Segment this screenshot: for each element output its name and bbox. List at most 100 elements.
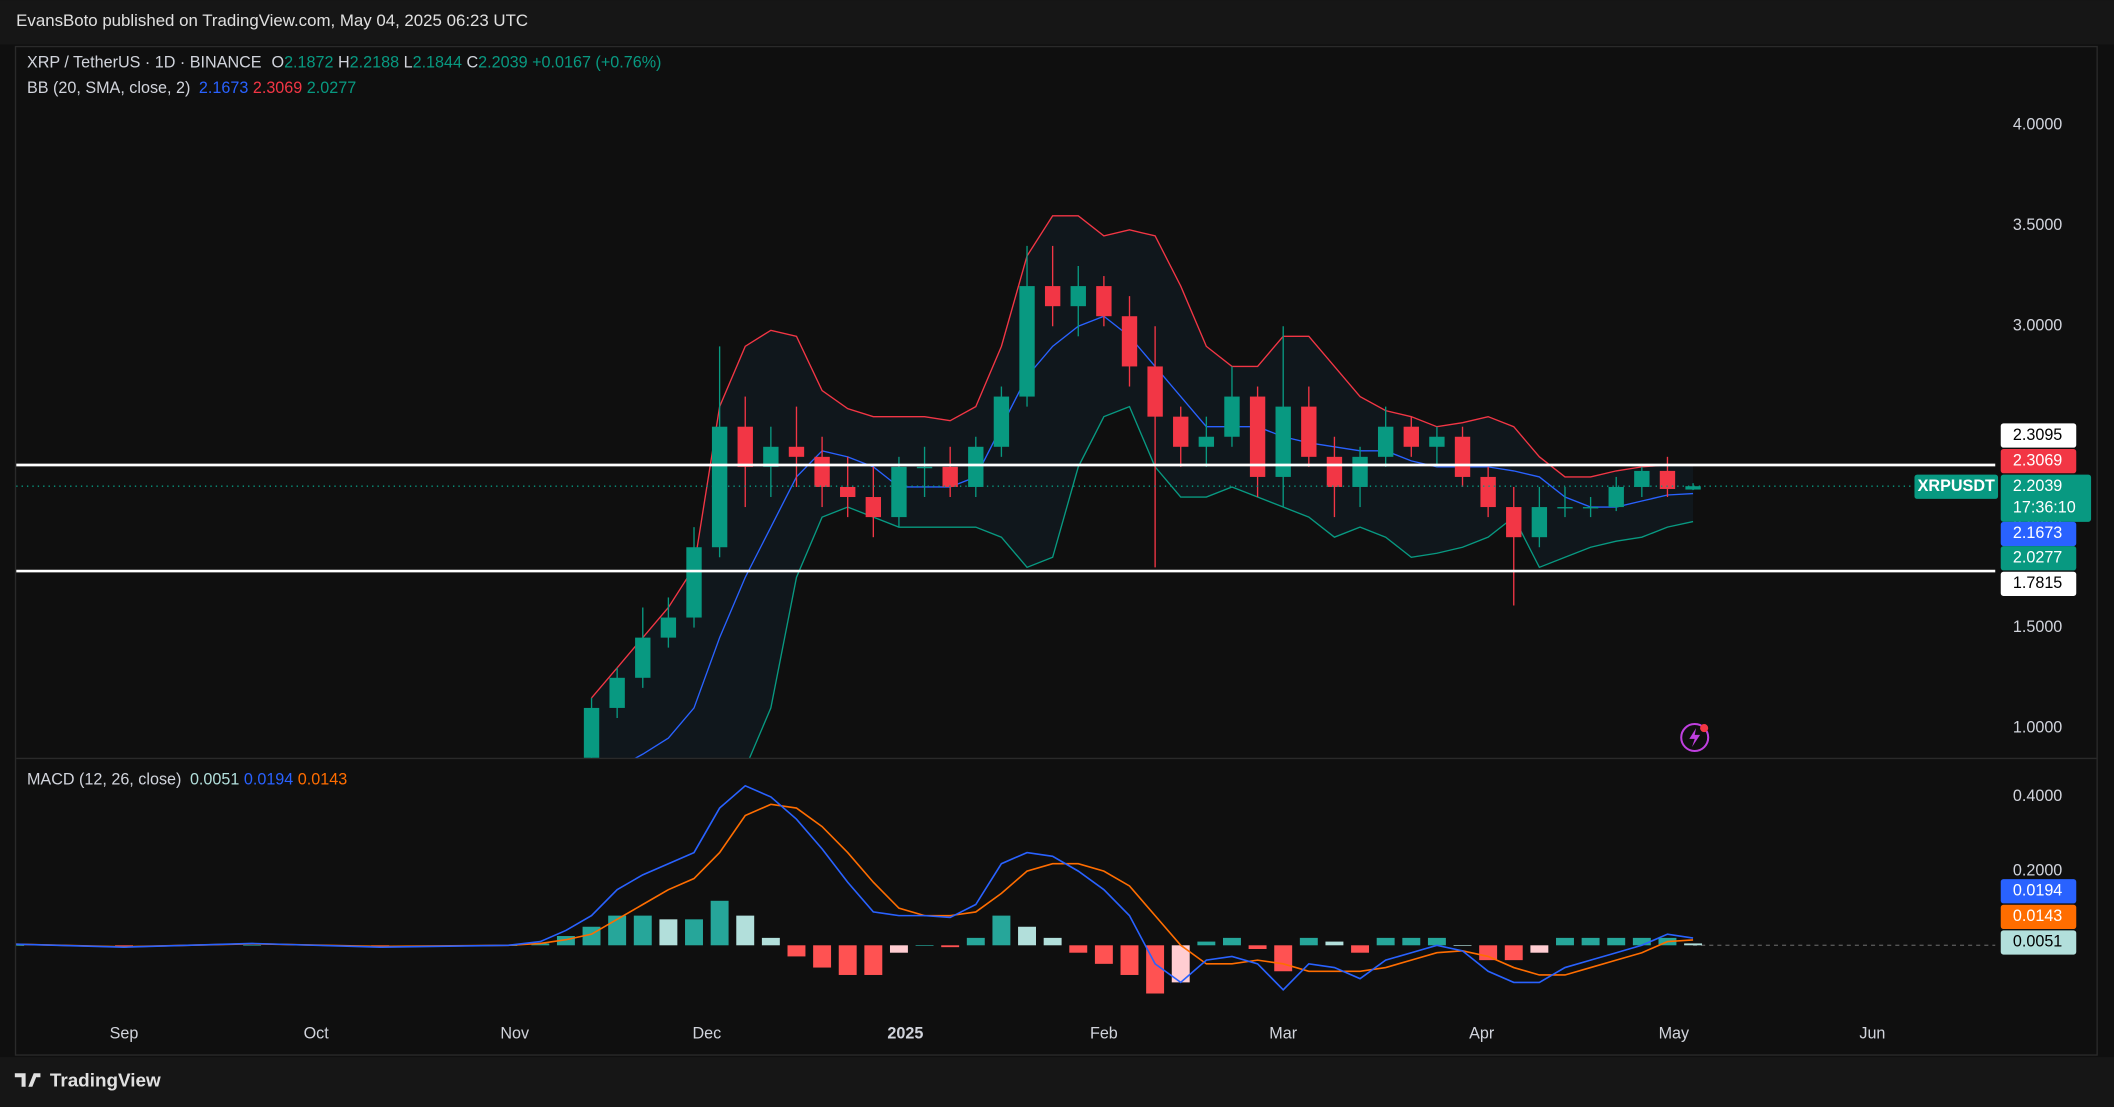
candle-body [1531, 507, 1548, 538]
y-tick-label: 4.0000 [2013, 116, 2062, 134]
x-tick-label: May [1659, 1024, 1690, 1042]
candle-body [1506, 507, 1522, 538]
middle-label: 2.1673 [2013, 524, 2062, 542]
bb-title: BB (20, SMA, close, 2) [27, 79, 190, 97]
level-label-bg [2000, 423, 2077, 448]
histogram-bar [608, 915, 627, 946]
candle-body [1249, 396, 1266, 477]
histogram-bar [1274, 945, 1293, 972]
candle-body [1301, 406, 1317, 457]
price-change: +0.0167 (+0.76%) [532, 54, 661, 72]
histogram-bar [1581, 937, 1600, 946]
histogram-bar [1607, 937, 1626, 946]
y-tick-label: 0.4000 [2013, 787, 2062, 805]
level-label: 2.3095 [2013, 426, 2062, 444]
histogram-bar [1684, 943, 1703, 946]
histogram-bar [736, 915, 755, 946]
histogram-bar [16, 945, 25, 946]
symbol-tag: XRPUSDT [1918, 477, 1995, 495]
candle-body [1352, 456, 1368, 487]
ohlc-label: L [404, 54, 413, 72]
macd-line [16, 784, 1694, 991]
bb-middle-value: 2.1673 [199, 79, 248, 97]
countdown: 17:36:10 [2013, 499, 2076, 517]
candle-body [1275, 406, 1291, 477]
histogram-bar [889, 945, 908, 953]
lower-label: 2.0277 [2013, 548, 2062, 566]
upper-label: 2.3069 [2013, 451, 2062, 469]
histogram-bar [966, 937, 985, 946]
candle-body [686, 547, 702, 618]
candle-body [1173, 416, 1189, 447]
histogram-bar [1069, 945, 1088, 953]
histogram-bar [1043, 937, 1062, 946]
signal-label-bg [2000, 904, 2077, 929]
histogram-bar [1299, 937, 1318, 946]
last-price-bg [2000, 474, 2092, 522]
histogram-bar [838, 945, 857, 975]
histogram-bar [864, 945, 883, 975]
x-tick-label: Dec [692, 1024, 721, 1042]
x-tick-label: Oct [304, 1024, 330, 1042]
y-tick-label: 1.0000 [2013, 718, 2062, 736]
histogram-bar [915, 945, 934, 946]
last-price-label: 2.2039 [2013, 477, 2062, 495]
x-tick-label: Apr [1469, 1024, 1495, 1042]
histogram-bar [941, 945, 960, 948]
histogram-bar [1530, 945, 1549, 953]
hist-value: 0.0051 [190, 771, 239, 789]
upper-label-bg [2000, 449, 2077, 474]
x-tick-label: Sep [110, 1024, 139, 1042]
x-tick-label: Mar [1269, 1024, 1297, 1042]
ohlc-value: 2.1844 [413, 54, 462, 72]
level-label-bg [2000, 571, 2077, 596]
bottom-bar [0, 1057, 2114, 1107]
axes: 1.00001.50002.00003.00003.50004.00002.30… [110, 116, 2092, 1042]
histogram-bar [1351, 945, 1370, 953]
macd-value: 0.0194 [244, 771, 293, 789]
candle-body [1557, 507, 1573, 509]
ohlc-label: H [338, 54, 350, 72]
chart-frame [14, 45, 2098, 1056]
candle-body [660, 617, 677, 638]
ohlc-value: 2.2188 [350, 54, 399, 72]
brand: TradingView [50, 1069, 161, 1090]
ohlc-value: 2.2039 [478, 54, 527, 72]
price-legend: XRP / TetherUS · 1D · BINANCE O2.1872 H2… [27, 54, 662, 72]
candle-body [1634, 470, 1650, 487]
candle-body [840, 486, 856, 498]
histogram-bar [1223, 937, 1241, 946]
candle-body [814, 456, 830, 487]
candle-body [635, 637, 651, 678]
top-bar [0, 0, 2114, 45]
histogram-bar [1197, 941, 1216, 946]
symbol-tag-bg [1914, 474, 1999, 499]
histogram-bar [1120, 945, 1139, 975]
candle-body [763, 446, 779, 467]
histogram-bar [531, 943, 550, 946]
histogram-bar [992, 915, 1011, 946]
candle-body [1403, 426, 1419, 447]
candle-body [1685, 486, 1701, 490]
candle-body [1659, 470, 1676, 489]
candle-body [1198, 436, 1215, 447]
middle-label-bg [2000, 521, 2077, 547]
bb-lower-value: 2.0277 [307, 79, 356, 97]
candle-body [1454, 436, 1471, 477]
x-tick-label: Jun [1859, 1024, 1885, 1042]
hist-label: 0.0051 [2013, 933, 2062, 951]
candle-body [1429, 436, 1445, 447]
macd-label: 0.0194 [2013, 881, 2062, 899]
candle-body [891, 466, 907, 518]
band-middle [634, 315, 1694, 758]
signal-line [16, 803, 1694, 976]
macd-label-bg [2000, 879, 2077, 904]
histogram-bar [685, 919, 703, 946]
candle-body [1582, 507, 1599, 509]
candle-body [1377, 426, 1394, 457]
histogram-bar [1325, 941, 1344, 946]
candle-body [1224, 396, 1240, 437]
candle-body [711, 426, 728, 548]
